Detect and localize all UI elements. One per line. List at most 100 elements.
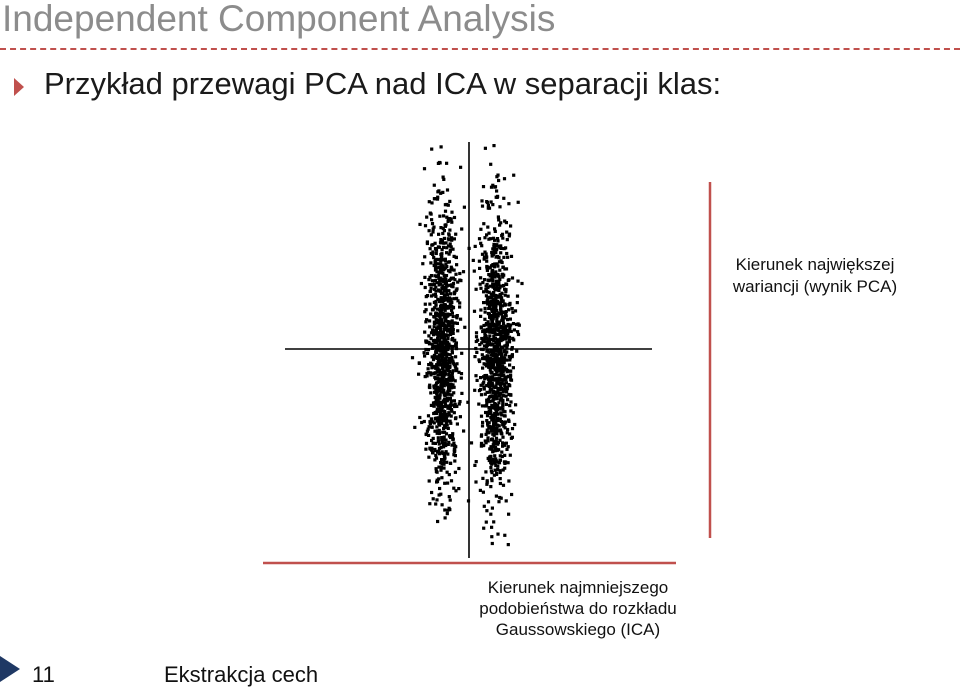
scatter-point xyxy=(493,461,497,465)
scatter-point xyxy=(484,520,488,524)
scatter-point xyxy=(472,309,477,313)
scatter-point xyxy=(500,398,504,402)
scatter-point xyxy=(434,411,438,415)
scatter-point xyxy=(442,462,446,466)
scatter-point xyxy=(434,355,438,359)
scatter-point xyxy=(498,376,502,381)
scatter-point xyxy=(501,444,505,448)
scatter-point xyxy=(493,244,497,249)
scatter-point xyxy=(442,177,446,181)
scatter-point xyxy=(495,319,499,323)
scatter-point xyxy=(437,353,442,357)
scatter-point xyxy=(479,241,483,245)
bullet-arrow-icon xyxy=(14,78,24,96)
scatter-point xyxy=(502,359,506,364)
scatter-point xyxy=(431,252,435,256)
scatter-point xyxy=(486,436,490,440)
scatter-point xyxy=(435,270,439,274)
scatter-point xyxy=(441,334,445,338)
scatter-point xyxy=(449,479,454,483)
scatter-point xyxy=(482,375,486,379)
scatter-point xyxy=(486,362,491,366)
scatter-point xyxy=(422,167,427,171)
scatter-point xyxy=(443,481,447,485)
scatter-point xyxy=(490,349,494,353)
scatter-point xyxy=(488,424,492,429)
scatter-point xyxy=(434,299,438,304)
scatter-point xyxy=(497,448,501,452)
scatter-point xyxy=(429,261,433,265)
scatter-point xyxy=(496,194,500,198)
scatter-point xyxy=(488,266,492,270)
scatter-point xyxy=(489,382,493,386)
scatter-point xyxy=(494,459,498,463)
scatter-point xyxy=(479,414,484,418)
scatter-point xyxy=(424,320,428,324)
scatter-point xyxy=(447,342,451,346)
scatter-point xyxy=(453,365,457,369)
scatter-point xyxy=(432,421,436,425)
scatter-point xyxy=(493,454,497,458)
scatter-point xyxy=(505,447,509,451)
scatter-point xyxy=(479,444,483,448)
scatter-point xyxy=(488,400,492,404)
scatter-point xyxy=(484,432,488,436)
scatter-point xyxy=(460,227,464,231)
scatter-point xyxy=(433,338,438,342)
scatter-point xyxy=(509,329,513,333)
scatter-point xyxy=(498,481,502,486)
scatter-point xyxy=(493,238,497,242)
scatter-point xyxy=(444,421,448,426)
scatter-point xyxy=(438,214,442,218)
scatter-point xyxy=(438,241,443,245)
scatter-point xyxy=(497,342,501,346)
scatter-point xyxy=(452,321,456,325)
scatter-point xyxy=(454,272,458,276)
scatter-point xyxy=(514,403,518,407)
scatter-point xyxy=(496,418,500,423)
scatter-point xyxy=(454,355,458,359)
scatter-point xyxy=(485,290,489,294)
scatter-point xyxy=(516,330,520,334)
scatter-point xyxy=(429,312,433,316)
scatter-point xyxy=(490,403,494,407)
scatter-point xyxy=(443,333,448,337)
scatter-point xyxy=(442,214,446,218)
scatter-point xyxy=(506,318,510,322)
scatter-point xyxy=(440,414,444,418)
scatter-point xyxy=(429,373,433,377)
scatter-point xyxy=(496,301,500,306)
scatter-point xyxy=(444,364,448,368)
scatter-point xyxy=(448,270,452,274)
scatter-point xyxy=(506,374,510,378)
scatter-point xyxy=(454,404,458,408)
scatter-point xyxy=(425,318,429,322)
scatter-point xyxy=(508,358,512,362)
scatter-point xyxy=(491,274,495,278)
scatter-point xyxy=(505,230,509,234)
scatter-point xyxy=(434,453,438,457)
scatter-point xyxy=(490,295,494,299)
scatter-point xyxy=(507,354,511,359)
scatter-point xyxy=(487,421,491,425)
scatter-point xyxy=(494,255,498,259)
scatter-point xyxy=(444,319,448,323)
scatter-point xyxy=(435,498,439,502)
scatter-point xyxy=(516,332,521,337)
scatter-point xyxy=(427,200,431,204)
scatter-point xyxy=(446,329,450,333)
scatter-point xyxy=(473,463,477,467)
scatter-point xyxy=(473,355,477,359)
scatter-point xyxy=(444,262,448,266)
scatter-point xyxy=(453,444,457,448)
scatter-point xyxy=(481,281,485,285)
scatter-point xyxy=(489,278,493,282)
scatter-point xyxy=(440,358,444,362)
ica-label-line-1: Kierunek najmniejszego xyxy=(487,578,669,597)
scatter-point xyxy=(489,429,493,433)
scatter-point xyxy=(495,412,499,416)
scatter-point xyxy=(434,399,438,403)
scatter-point xyxy=(436,519,440,524)
scatter-point xyxy=(441,175,445,179)
scatter-point xyxy=(487,278,491,282)
